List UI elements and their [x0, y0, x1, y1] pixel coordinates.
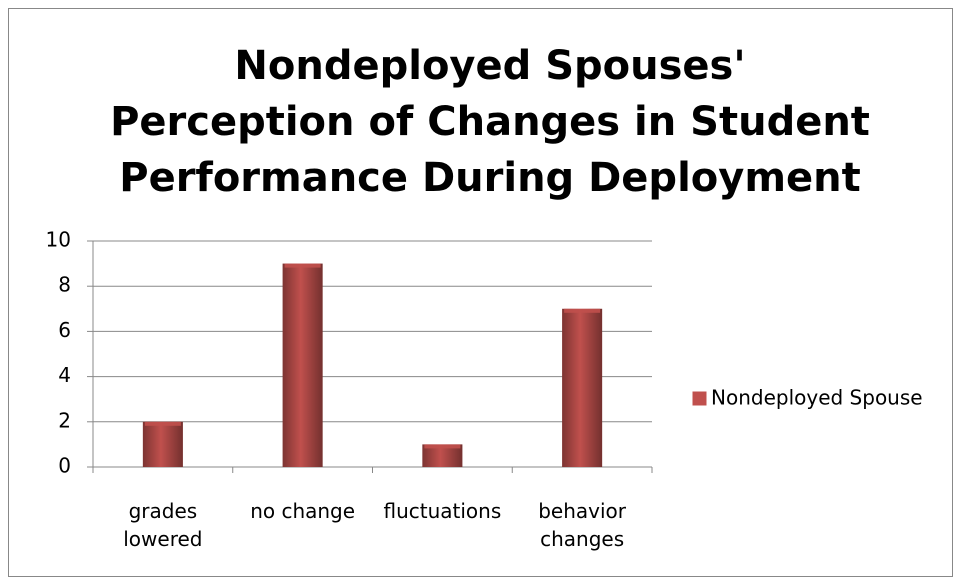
bar-top [144, 421, 181, 426]
x-tick-label: grades lowered [123, 499, 203, 551]
chart-frame [8, 8, 953, 577]
y-tick-label: 2 [58, 408, 71, 432]
bar-top [564, 308, 601, 313]
y-tick-label: 10 [46, 228, 71, 252]
y-tick-label: 8 [58, 273, 71, 297]
bar-shade [422, 444, 463, 467]
legend-label: Nondeployed Spouse [711, 386, 923, 410]
y-tick-label: 4 [58, 363, 71, 387]
chart-title: Nondeployed Spouses' Perception of Chang… [110, 43, 870, 201]
x-tick-label: no change [250, 499, 356, 523]
y-tick-label: 6 [58, 318, 71, 342]
bar-shade [142, 421, 183, 467]
y-tick-label: 0 [58, 454, 71, 478]
bar-top [424, 444, 461, 449]
bar-shade [282, 263, 323, 467]
bar-shade [562, 308, 603, 467]
bar-top [284, 263, 321, 268]
x-tick-label: fluctuations [383, 499, 502, 523]
x-tick-label: behavior changes [538, 499, 627, 551]
legend-swatch [692, 391, 707, 406]
